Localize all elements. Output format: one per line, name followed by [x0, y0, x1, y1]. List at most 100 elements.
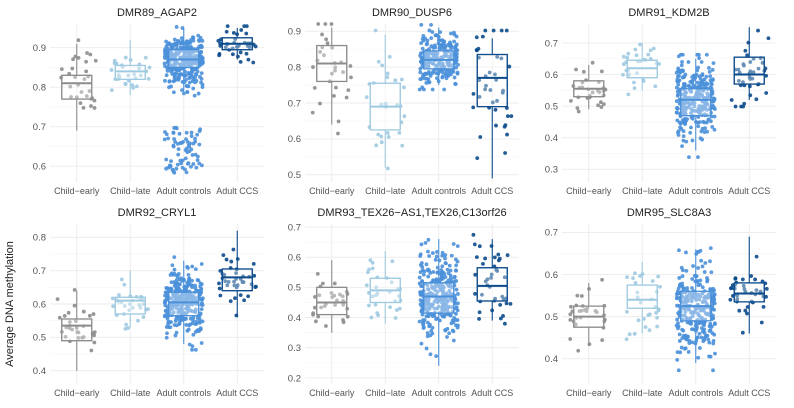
- data-point: [186, 279, 191, 284]
- data-point: [429, 22, 433, 27]
- data-point: [376, 59, 381, 64]
- data-point: [320, 32, 324, 37]
- data-point: [442, 87, 447, 92]
- box-overlay: [476, 53, 508, 108]
- data-point: [141, 302, 146, 307]
- data-point: [477, 317, 481, 321]
- data-point: [172, 280, 177, 284]
- points-group-1: [311, 271, 350, 328]
- data-point: [445, 267, 450, 272]
- data-point: [736, 78, 741, 83]
- data-point: [692, 104, 697, 109]
- data-point: [193, 322, 198, 327]
- data-point: [231, 247, 236, 252]
- data-point: [437, 297, 442, 301]
- data-point: [178, 141, 183, 145]
- data-point: [426, 274, 431, 279]
- y-tick-label: 0.2: [288, 373, 301, 384]
- data-point: [163, 290, 168, 295]
- data-point: [254, 284, 258, 289]
- data-point: [574, 67, 578, 72]
- data-point: [162, 137, 167, 142]
- data-point: [171, 130, 176, 135]
- data-point: [427, 50, 432, 55]
- data-point: [745, 53, 750, 58]
- data-point: [700, 264, 705, 269]
- data-point: [477, 244, 482, 249]
- y-tick-label: 0.5: [545, 101, 558, 112]
- data-point: [450, 305, 455, 310]
- data-point: [702, 323, 707, 327]
- data-point: [577, 309, 582, 314]
- data-point: [708, 78, 713, 82]
- data-point: [181, 293, 186, 297]
- x-tick-label: Child−late: [110, 186, 150, 196]
- data-point: [435, 250, 439, 254]
- data-point: [677, 276, 682, 280]
- data-point: [748, 77, 753, 81]
- data-point: [172, 267, 177, 272]
- data-point: [696, 283, 701, 288]
- data-point: [71, 57, 75, 62]
- data-point: [702, 130, 707, 134]
- data-point: [598, 100, 603, 105]
- x-tick-label: Child−late: [622, 186, 662, 196]
- data-point: [708, 287, 713, 291]
- data-point: [184, 170, 189, 175]
- data-point: [480, 34, 485, 39]
- data-point: [420, 279, 425, 283]
- data-point: [453, 81, 458, 86]
- data-point: [679, 63, 684, 68]
- data-point: [93, 58, 98, 63]
- data-point: [688, 79, 693, 84]
- data-point: [174, 277, 179, 282]
- data-point: [448, 268, 453, 273]
- data-point: [587, 286, 591, 291]
- data-point: [568, 317, 573, 322]
- data-point: [452, 75, 457, 80]
- data-point: [626, 51, 631, 56]
- data-point: [688, 102, 692, 107]
- data-point: [713, 107, 717, 111]
- data-point: [123, 326, 128, 331]
- data-point: [344, 95, 349, 100]
- data-point: [702, 106, 706, 110]
- data-point: [218, 293, 223, 298]
- data-point: [426, 64, 431, 69]
- data-point: [246, 57, 251, 62]
- data-point: [186, 327, 191, 332]
- data-point: [703, 126, 708, 131]
- data-point: [453, 60, 458, 65]
- data-point: [402, 114, 407, 119]
- data-point: [504, 301, 509, 306]
- data-point: [329, 291, 334, 295]
- data-point: [696, 155, 700, 160]
- data-point: [374, 293, 379, 298]
- data-point: [483, 256, 488, 261]
- data-point: [163, 293, 167, 298]
- data-point: [694, 274, 699, 279]
- data-point: [370, 294, 375, 299]
- data-point: [440, 250, 445, 255]
- data-point: [230, 52, 235, 57]
- data-point: [686, 60, 691, 64]
- data-point: [505, 253, 510, 258]
- data-point: [702, 120, 707, 125]
- data-point: [502, 321, 507, 326]
- data-point: [366, 270, 370, 275]
- data-point: [385, 166, 390, 171]
- data-point: [114, 62, 119, 66]
- data-point: [754, 288, 759, 293]
- data-point: [708, 259, 712, 264]
- data-point: [195, 154, 200, 159]
- data-point: [73, 319, 78, 324]
- data-point: [430, 87, 435, 92]
- data-point: [337, 292, 342, 297]
- data-point: [193, 267, 198, 272]
- data-point: [728, 297, 733, 302]
- data-point: [436, 38, 441, 42]
- data-point: [675, 289, 680, 294]
- data-point: [432, 299, 437, 304]
- data-point: [587, 342, 592, 347]
- data-point: [696, 355, 701, 360]
